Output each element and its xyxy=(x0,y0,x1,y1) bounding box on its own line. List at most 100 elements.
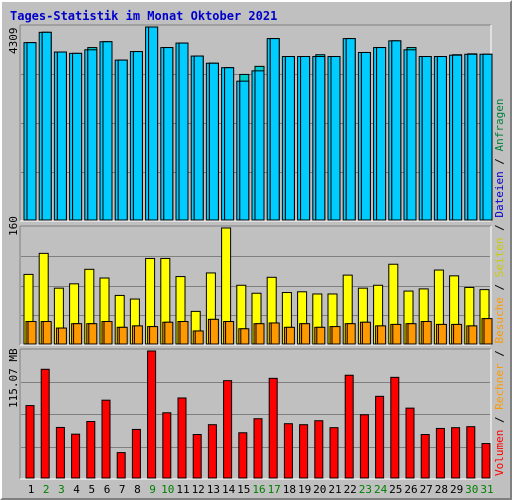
bar-volumen xyxy=(25,405,35,479)
bar-volumen xyxy=(359,414,369,479)
bar-anfragen-front xyxy=(193,55,204,221)
x-label-day: 5 xyxy=(88,483,95,496)
bar-volumen xyxy=(40,368,50,479)
legend-text: Volumen / Rechner / Besuche / Seiten / D… xyxy=(493,98,506,476)
bar-anfragen-front xyxy=(452,54,463,221)
legend-besuche: Besuche xyxy=(493,297,506,343)
x-label-day: 21 xyxy=(328,483,341,496)
legend-rechner: Rechner xyxy=(493,363,506,410)
bar-anfragen-front xyxy=(148,26,159,221)
x-label-day: 20 xyxy=(313,483,326,496)
x-label-day: 8 xyxy=(134,483,141,496)
legend-sep-1: / xyxy=(493,410,506,430)
chart-legend: Volumen / Rechner / Besuche / Seiten / D… xyxy=(493,98,506,476)
bar-anfragen-front xyxy=(345,38,356,221)
x-label-day: 10 xyxy=(161,483,174,496)
bar-rechner xyxy=(346,323,356,345)
bar-anfragen-front xyxy=(26,42,37,221)
x-label-day: 26 xyxy=(404,483,417,496)
x-label-day: 1 xyxy=(28,483,35,496)
x-label-day: 12 xyxy=(192,483,205,496)
bar-anfragen-front xyxy=(436,56,447,221)
bar-rechner xyxy=(437,323,447,345)
bar-rechner xyxy=(316,326,326,345)
bar-rechner xyxy=(118,326,128,345)
bar-rechner xyxy=(225,321,235,345)
bar-rechner xyxy=(483,318,493,345)
bar-volumen xyxy=(207,424,217,479)
legend-seiten: Seiten xyxy=(493,238,506,278)
bar-volumen xyxy=(253,418,263,479)
bar-anfragen-front xyxy=(467,53,478,221)
bar-volumen xyxy=(435,427,445,479)
bar-volumen xyxy=(147,350,157,479)
bar-rechner xyxy=(194,330,204,345)
bar-anfragen-front xyxy=(360,51,371,221)
x-label-day: 6 xyxy=(104,483,111,496)
bar-volumen xyxy=(86,420,96,479)
bar-rechner xyxy=(468,325,478,345)
chart-title: Tages-Statistik im Monat Oktober 2021 xyxy=(10,9,278,23)
x-label-day: 24 xyxy=(374,483,388,496)
bar-volumen xyxy=(223,380,233,479)
bar-anfragen-front xyxy=(87,49,98,221)
x-label-day: 2 xyxy=(43,483,50,496)
bar-rechner xyxy=(453,323,463,345)
bar-volumen xyxy=(481,443,491,479)
bar-anfragen-front xyxy=(284,56,295,221)
bar-volumen xyxy=(451,427,461,479)
bar-rechner xyxy=(285,326,295,345)
bar-volumen xyxy=(55,426,65,479)
pages-panel-y-max-label: 160 xyxy=(7,216,20,236)
x-label-day: 3 xyxy=(58,483,65,496)
bar-rechner xyxy=(133,325,143,345)
legend-sep-2: / xyxy=(493,344,506,364)
x-label-day: 16 xyxy=(252,483,265,496)
bar-volumen xyxy=(420,434,430,479)
bar-anfragen-front xyxy=(56,51,67,221)
bar-rechner xyxy=(42,321,52,345)
x-label-day: 27 xyxy=(420,483,433,496)
bar-anfragen-front xyxy=(72,52,83,221)
bar-volumen xyxy=(314,420,324,479)
bar-anfragen-front xyxy=(269,38,280,221)
bar-anfragen-front xyxy=(132,51,143,221)
bar-rechner xyxy=(270,322,280,345)
bar-rechner xyxy=(240,328,250,345)
bar-anfragen-front xyxy=(102,41,113,221)
bar-anfragen-front xyxy=(376,47,387,221)
bar-volumen xyxy=(238,432,248,479)
bar-volumen xyxy=(344,374,354,479)
bar-volumen xyxy=(405,407,415,479)
bar-volumen xyxy=(177,397,187,479)
x-label-day: 31 xyxy=(480,483,493,496)
legend-volumen: Volumen xyxy=(493,430,506,476)
bar-rechner xyxy=(422,321,432,345)
bar-rechner xyxy=(88,323,98,345)
bar-rechner xyxy=(164,321,174,345)
bar-anfragen-front xyxy=(482,53,493,221)
bar-rechner xyxy=(73,323,83,345)
bar-rechner xyxy=(331,326,341,345)
x-label-day: 29 xyxy=(450,483,463,496)
bar-volumen xyxy=(283,423,293,479)
x-label-day: 14 xyxy=(222,483,236,496)
bar-rechner xyxy=(407,323,417,345)
bar-volumen xyxy=(162,412,172,479)
bar-volumen xyxy=(466,426,476,479)
bar-rechner xyxy=(361,321,371,345)
bar-rechner xyxy=(392,323,402,345)
bar-anfragen-front xyxy=(254,70,265,221)
bar-anfragen-front xyxy=(163,47,174,221)
x-label-day: 7 xyxy=(119,483,126,496)
bar-rechner xyxy=(377,325,387,345)
bar-anfragen-front xyxy=(117,59,128,221)
bar-anfragen-front xyxy=(406,49,417,221)
bar-rechner xyxy=(103,321,113,345)
bar-volumen xyxy=(101,399,111,479)
bar-volumen xyxy=(375,395,385,479)
bar-anfragen-front xyxy=(178,42,189,221)
bar-volumen xyxy=(390,376,400,479)
bar-anfragen-front xyxy=(239,80,250,221)
